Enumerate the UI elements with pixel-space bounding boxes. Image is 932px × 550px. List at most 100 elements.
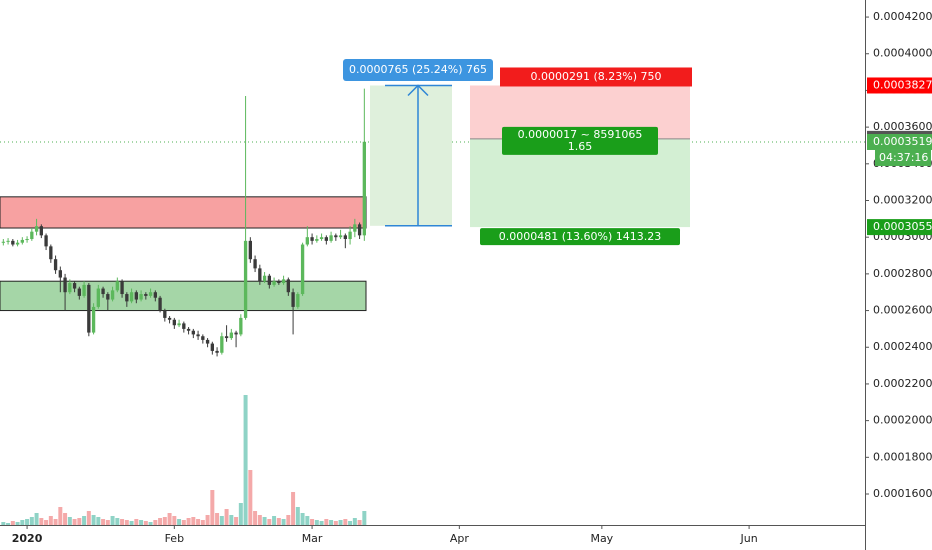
x-tick-label: Feb: [165, 532, 184, 545]
volume-bar: [272, 516, 277, 525]
price-marker-bg: [867, 77, 932, 94]
volume-bar: [276, 518, 281, 525]
volume-bar: [53, 519, 58, 525]
volume-bar: [134, 519, 139, 525]
candle-body: [248, 240, 252, 260]
candle-body: [291, 292, 295, 307]
candle-body: [338, 235, 343, 238]
candle-body: [6, 240, 10, 242]
volume-bar: [139, 520, 144, 525]
y-tick-label: 0.0001600: [873, 487, 932, 500]
candle-body: [286, 279, 290, 293]
candle-body: [334, 235, 338, 238]
candle-body: [305, 237, 309, 245]
volume-bar: [357, 520, 362, 525]
y-tick-label: 0.0002000: [873, 414, 932, 427]
candle-body: [163, 310, 167, 318]
center-sublabel: 1.65: [568, 140, 593, 153]
candle-body: [220, 336, 224, 353]
volume-bar: [25, 519, 30, 525]
measure-arrowhead: [407, 84, 429, 97]
candle-body: [205, 339, 210, 344]
candle-body: [353, 224, 357, 232]
candle-body: [30, 231, 34, 240]
volume-bar: [167, 513, 172, 525]
volume-bar: [1, 522, 6, 525]
volume-bar: [77, 518, 82, 525]
volume-bar: [257, 515, 262, 525]
candle-body: [153, 292, 157, 298]
volume-bar: [362, 511, 367, 525]
volume-bar: [153, 520, 158, 525]
candle-body: [243, 240, 248, 318]
candle-body: [25, 239, 29, 241]
candle-body: [362, 141, 366, 236]
candle-body: [300, 244, 305, 295]
volume-bar: [91, 515, 96, 525]
candle-body: [72, 283, 77, 289]
volume-bar: [86, 511, 91, 525]
volume-bar: [177, 519, 182, 525]
volume-bar: [44, 520, 49, 525]
y-tick-label: 0.0002400: [873, 340, 932, 353]
candle-body: [44, 235, 48, 247]
y-tick-label: 0.0002800: [873, 267, 932, 280]
candle-body: [196, 334, 200, 337]
volume-bar: [172, 516, 177, 525]
price-marker-label: 0.0003827: [873, 78, 932, 91]
volume-bar: [6, 523, 11, 525]
measure-label-bg: [343, 59, 493, 81]
candle-body: [39, 226, 43, 236]
stop-label: 0.0000291 (8.23%) 750: [530, 70, 661, 83]
candle-body: [343, 235, 347, 240]
volume-bar: [96, 517, 101, 525]
candle-body: [63, 277, 67, 293]
candle-body: [310, 237, 314, 241]
candle-body: [101, 288, 105, 295]
volume-bar: [105, 520, 110, 525]
volume-bar: [205, 515, 210, 525]
y-tick-label: 0.0001800: [873, 450, 932, 463]
candle-body: [106, 294, 110, 300]
volume-bar: [39, 518, 44, 525]
volume-bar: [200, 520, 205, 525]
x-tick-label: Jun: [740, 532, 758, 545]
candle-body: [315, 239, 319, 241]
volume-bar: [101, 519, 106, 525]
volume-bar: [15, 522, 20, 525]
volume-bar: [82, 516, 87, 525]
volume-bar: [248, 470, 253, 525]
candle-body: [129, 292, 134, 302]
candle-body: [58, 270, 62, 278]
volume-bar: [191, 517, 196, 525]
volume-bar: [262, 517, 267, 525]
volume-bar: [295, 507, 300, 525]
volume-bar: [314, 520, 319, 525]
volume-bar: [329, 520, 334, 525]
price-marker-bg: [867, 133, 932, 150]
candle-body: [201, 336, 205, 340]
candle-body: [177, 323, 181, 326]
candle-body: [134, 292, 138, 300]
candle-body: [15, 242, 20, 245]
volume-bar: [148, 522, 153, 525]
volume-bar: [186, 518, 191, 525]
candle-body: [87, 284, 91, 333]
volume-bar: [124, 520, 129, 525]
volume-bar: [238, 503, 243, 525]
candle-body: [53, 259, 58, 271]
candle-body: [329, 235, 333, 241]
y-tick-label: 0.0003600: [873, 120, 932, 133]
volume-bar: [267, 519, 272, 525]
candle-body: [191, 330, 195, 335]
volume-bar: [34, 513, 39, 525]
candle-body: [296, 294, 300, 307]
volume-bar: [215, 513, 220, 525]
candle-body: [139, 294, 143, 300]
volume-bar: [286, 515, 291, 525]
candle-body: [172, 319, 176, 326]
volume-bar: [219, 516, 224, 525]
target-label: 0.0000481 (13.60%) 1413.23: [499, 230, 662, 243]
candle-body: [357, 224, 362, 236]
